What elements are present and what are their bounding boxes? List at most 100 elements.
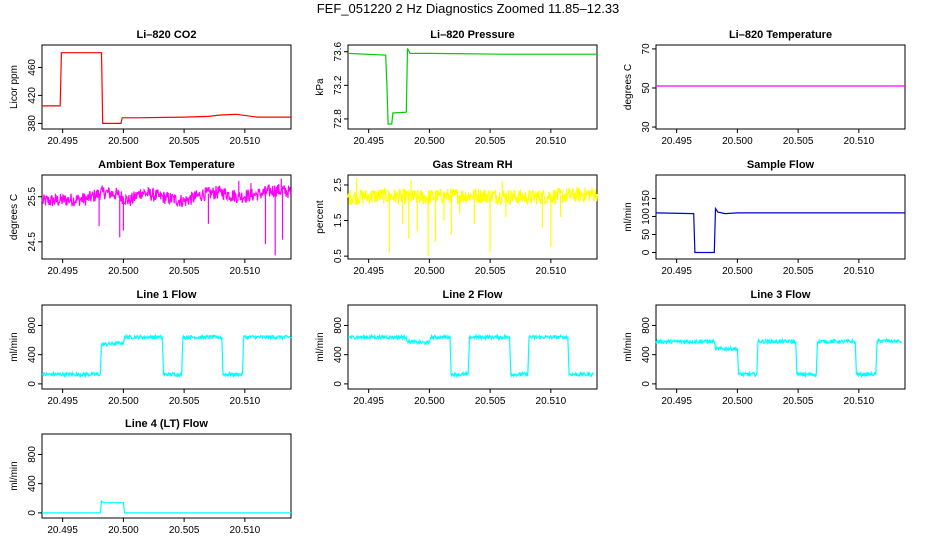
- y-axis-label: ml/min: [9, 332, 20, 361]
- plot-frame: [347, 44, 598, 130]
- panel-title: Li–820 CO2: [137, 29, 197, 41]
- x-tick-label: 20.510: [230, 525, 261, 536]
- y-tick-label: 460: [27, 59, 38, 76]
- x-tick-label: 20.505: [475, 396, 506, 407]
- y-tick-label: 50: [641, 228, 652, 240]
- y-tick-label: 1.5: [333, 213, 344, 227]
- y-tick-label: 0.5: [333, 249, 344, 263]
- panel-ambient-box-temperature: Ambient Box Temperature 20.495 20.500 20.50…: [9, 159, 292, 277]
- y-tick-label: 420: [27, 87, 38, 104]
- x-tick-label: 20.495: [353, 266, 384, 277]
- x-tick-label: 20.510: [536, 396, 567, 407]
- figure-title: FEF_051220 2 Hz Diagnostics Zoomed 11.85…: [316, 1, 620, 16]
- y-tick-label: 400: [27, 346, 38, 363]
- y-tick-label: 800: [641, 317, 652, 334]
- y-tick-label: 73.2: [333, 75, 344, 95]
- y-tick-label: 800: [27, 446, 38, 463]
- y-tick-label: 400: [27, 475, 38, 492]
- y-tick-label: 0: [27, 381, 38, 387]
- panel-title: Line 3 Flow: [751, 289, 811, 301]
- plot-frame: [347, 174, 598, 260]
- panel-title: Gas Stream RH: [432, 159, 512, 171]
- y-axis-label: ml/min: [623, 332, 634, 361]
- x-tick-label: 20.505: [475, 266, 506, 277]
- y-tick-label: 100: [641, 208, 652, 225]
- series-line: [41, 333, 292, 379]
- panel-title: Line 4 (LT) Flow: [125, 418, 208, 430]
- x-tick-label: 20.500: [414, 266, 445, 277]
- y-axis-label: ml/min: [623, 202, 634, 231]
- panel-li-820-pressure: Li–820 Pressure 20.495 20.500 20.505 20.510 7…: [315, 29, 598, 147]
- x-tick-label: 20.510: [230, 396, 261, 407]
- x-tick-label: 20.500: [108, 266, 139, 277]
- panel-line-3-flow: Line 3 Flow 20.495 20.500 20.505 20.510 0 400 8…: [623, 289, 906, 407]
- series-line: [655, 337, 902, 379]
- x-tick-label: 20.510: [230, 136, 261, 147]
- panel-sample-flow: Sample Flow 20.495 20.500 20.505 20.510 0 50 10…: [623, 159, 906, 277]
- series-line: [347, 186, 598, 206]
- y-tick-label: 72.8: [333, 109, 344, 129]
- x-tick-label: 20.500: [108, 525, 139, 536]
- panel-li-820-temperature: Li–820 Temperature 20.495 20.500 20.505 20.5…: [623, 29, 906, 147]
- panel-li-820-co2: Li–820 CO2 20.495 20.500 20.505 20.510 380 420…: [9, 29, 292, 147]
- x-tick-label: 20.510: [230, 266, 261, 277]
- x-tick-label: 20.495: [353, 396, 384, 407]
- y-axis-label: percent: [315, 200, 326, 234]
- series-line: [42, 52, 291, 124]
- x-tick-label: 20.505: [783, 396, 814, 407]
- panel-line-1-flow: Line 1 Flow 20.495 20.500 20.505 20.510 0 400 8…: [9, 289, 292, 407]
- y-axis-label: degrees C: [9, 194, 20, 240]
- y-axis-label: kPa: [315, 78, 326, 96]
- x-tick-label: 20.505: [783, 266, 814, 277]
- y-tick-label: 0: [641, 381, 652, 387]
- x-tick-label: 20.510: [844, 396, 875, 407]
- y-tick-label: 70: [641, 43, 652, 55]
- x-tick-label: 20.505: [475, 136, 506, 147]
- x-tick-label: 20.495: [47, 266, 78, 277]
- y-tick-label: 0: [27, 510, 38, 516]
- x-tick-label: 20.505: [169, 266, 200, 277]
- x-tick-label: 20.495: [47, 525, 78, 536]
- x-tick-label: 20.505: [169, 396, 200, 407]
- panel-title: Li–820 Temperature: [729, 29, 832, 41]
- y-tick-label: 800: [333, 317, 344, 334]
- y-axis-label: ml/min: [315, 332, 326, 361]
- x-tick-label: 20.500: [722, 266, 753, 277]
- y-tick-label: 73.6: [333, 42, 344, 62]
- y-tick-label: 400: [641, 346, 652, 363]
- y-tick-label: 25.5: [27, 187, 38, 207]
- x-tick-label: 20.495: [661, 136, 692, 147]
- series-line: [42, 500, 291, 514]
- panel-line-2-flow: Line 2 Flow 20.495 20.500 20.505 20.510 0 400 8…: [315, 289, 598, 407]
- y-axis-label: ml/min: [9, 461, 20, 490]
- y-tick-label: 800: [27, 317, 38, 334]
- x-tick-label: 20.510: [536, 266, 567, 277]
- x-tick-label: 20.500: [414, 136, 445, 147]
- plot-frame: [655, 174, 906, 260]
- panel-line-4-lt-flow: Line 4 (LT) Flow 20.495 20.500 20.505 20.510…: [9, 418, 292, 536]
- y-tick-label: 150: [641, 190, 652, 207]
- y-tick-label: 2.5: [333, 178, 344, 192]
- series-line: [655, 206, 905, 254]
- y-axis-label: Licor ppm: [9, 65, 20, 109]
- series-line: [347, 333, 594, 379]
- y-axis-label: degrees C: [623, 64, 634, 110]
- x-tick-label: 20.500: [414, 396, 445, 407]
- plot-frame: [41, 44, 292, 130]
- y-tick-label: 400: [333, 346, 344, 363]
- x-tick-label: 20.500: [108, 396, 139, 407]
- series-line: [347, 48, 597, 125]
- plot-frame: [655, 44, 906, 130]
- series-line: [41, 184, 292, 208]
- x-tick-label: 20.510: [844, 136, 875, 147]
- plot-frame: [41, 433, 292, 519]
- plot-frame: [347, 304, 598, 390]
- y-tick-label: 0: [641, 249, 652, 255]
- panel-title: Ambient Box Temperature: [98, 159, 235, 171]
- x-tick-label: 20.505: [169, 525, 200, 536]
- x-tick-label: 20.500: [722, 396, 753, 407]
- x-tick-label: 20.495: [47, 136, 78, 147]
- plot-frame: [41, 174, 292, 260]
- plot-frame: [655, 304, 906, 390]
